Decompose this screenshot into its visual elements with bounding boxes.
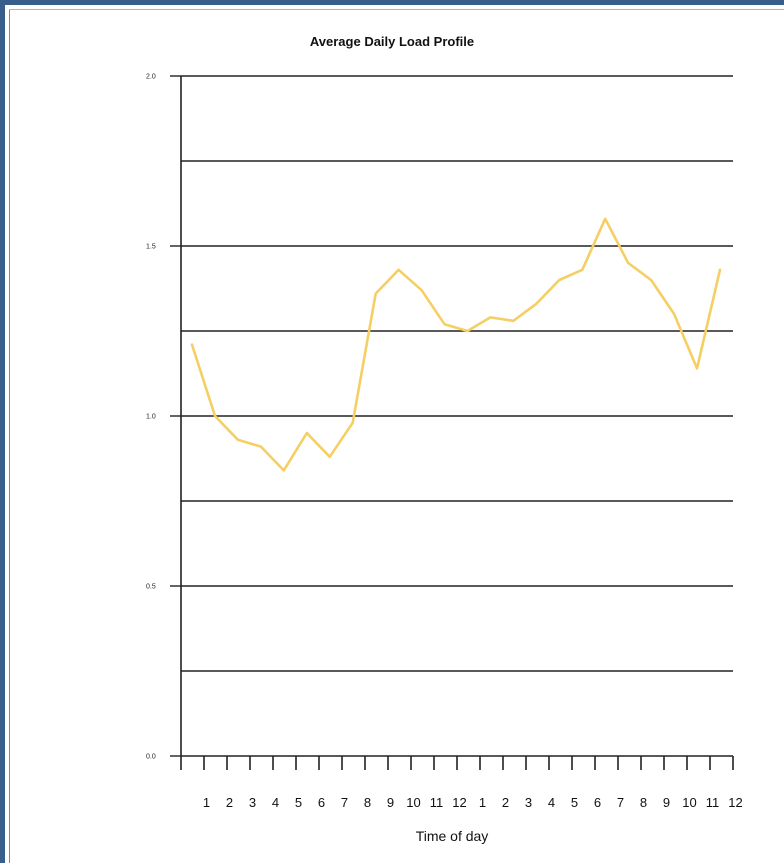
y-tick-label: 1.0: [146, 414, 156, 421]
x-tick-label: 10: [406, 795, 420, 810]
x-tick-label: 12: [728, 795, 742, 810]
x-tick-label: 2: [226, 795, 233, 810]
x-tick-label: 5: [571, 795, 578, 810]
frame-top-divider: [9, 9, 784, 10]
y-tick-label: 0.5: [146, 584, 156, 591]
x-tick-label: 7: [341, 795, 348, 810]
x-tick-label: 7: [617, 795, 624, 810]
x-tick-label: 10: [682, 795, 696, 810]
x-tick-label: 8: [640, 795, 647, 810]
x-tick-label: 4: [272, 795, 279, 810]
x-tick-label: 2: [502, 795, 509, 810]
x-tick-label: 9: [663, 795, 670, 810]
x-tick-label: 12: [452, 795, 466, 810]
x-tick-label: 11: [706, 795, 720, 810]
x-tick-label: 11: [430, 795, 444, 810]
x-tick-label: 4: [548, 795, 555, 810]
y-tick-label: 1.5: [146, 244, 156, 251]
y-tick-label: 0.0: [146, 754, 156, 761]
x-tick-label: 1: [203, 795, 210, 810]
x-axis-label: Time of day: [415, 828, 489, 844]
x-tick-label: 8: [364, 795, 371, 810]
load-profile-line: [190, 217, 722, 472]
x-tick-label: 3: [525, 795, 532, 810]
chart-title: Average Daily Load Profile: [309, 34, 475, 49]
frame-divider: [9, 9, 10, 863]
x-tick-label: 6: [594, 795, 601, 810]
x-tick-label: 6: [318, 795, 325, 810]
x-tick-label: 5: [295, 795, 302, 810]
y-tick-label: 2.0: [146, 74, 156, 81]
x-tick-label: 3: [249, 795, 256, 810]
x-tick-label: 1: [479, 795, 486, 810]
x-tick-label: 9: [387, 795, 394, 810]
